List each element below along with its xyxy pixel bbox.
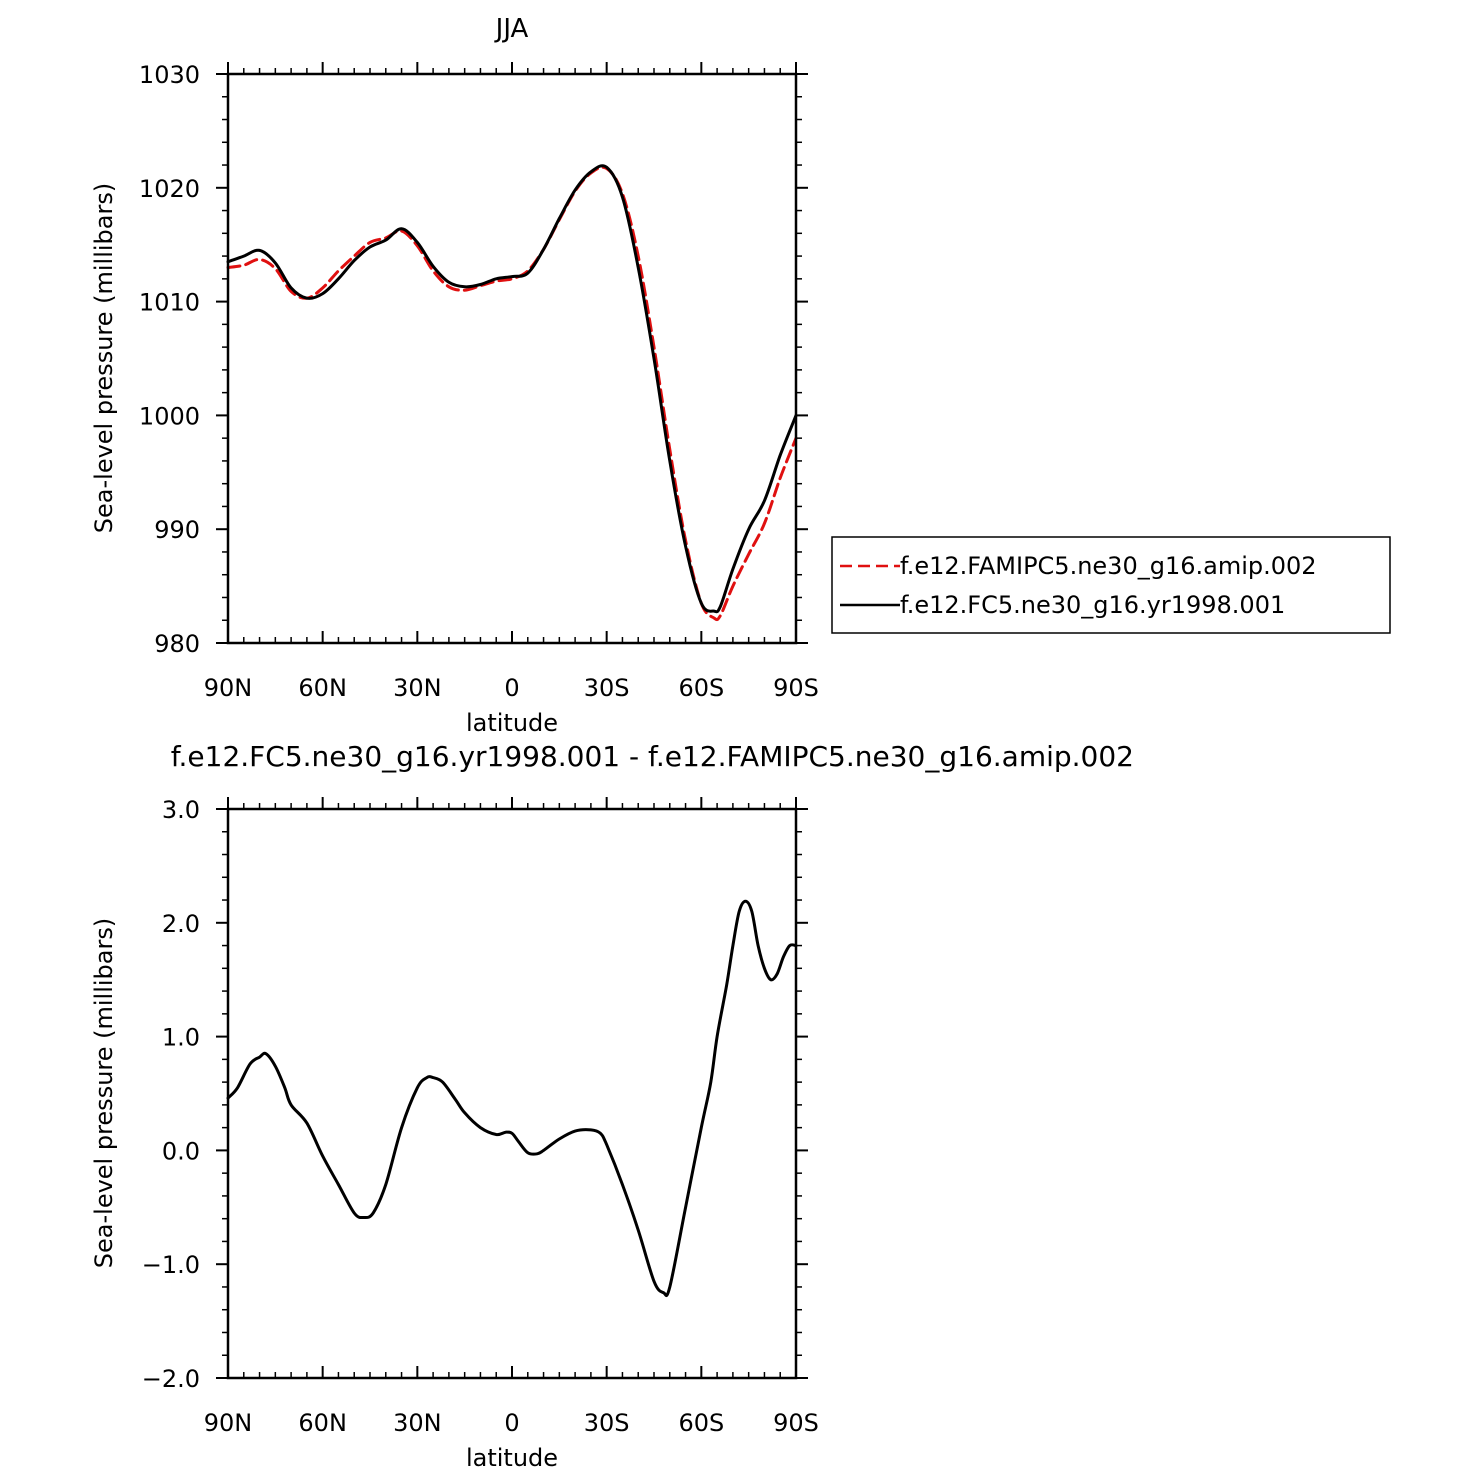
top-y-tick-label: 1030 <box>139 61 200 89</box>
top-y-tick-labels: 980 990 1000 1010 1020 1030 <box>139 61 200 658</box>
bottom-x-axis-label: latitude <box>466 1444 558 1472</box>
top-series-line-1 <box>226 164 798 614</box>
bottom-y-tick-label: 1.0 <box>162 1024 200 1052</box>
top-axis-ticks <box>216 62 808 644</box>
top-series-group <box>226 164 798 622</box>
top-x-tick-label: 90S <box>773 674 819 702</box>
bottom-x-tick-labels: 90N 60N 30N 0 30S 60S 90S <box>204 1409 819 1437</box>
top-x-axis-label: latitude <box>466 709 558 737</box>
top-panel: JJA 90N 60N 30N 0 30S 60S 90S 980 990 1000 1010 10… <box>90 14 1391 737</box>
bottom-y-axis-label: Sea-level pressure (millibars) <box>90 918 118 1268</box>
top-y-tick-label: 980 <box>154 630 200 658</box>
top-y-tick-label: 1010 <box>139 289 200 317</box>
bottom-y-tick-label: 3.0 <box>162 796 200 824</box>
top-y-tick-label: 1020 <box>139 175 200 203</box>
bottom-x-tick-label: 90S <box>773 1409 819 1437</box>
top-y-tick-label: 1000 <box>139 402 200 430</box>
bottom-x-tick-label: 90N <box>204 1409 253 1437</box>
bottom-chart-title: f.e12.FC5.ne30_g16.yr1998.001 - f.e12.FA… <box>171 740 1134 773</box>
legend-label: f.e12.FAMIPC5.ne30_g16.amip.002 <box>900 552 1317 580</box>
bottom-series-line-0 <box>226 899 798 1298</box>
legend-label: f.e12.FC5.ne30_g16.yr1998.001 <box>900 591 1285 619</box>
top-x-tick-label: 60S <box>678 674 724 702</box>
top-x-tick-label: 30S <box>584 674 630 702</box>
bottom-y-tick-label: −1.0 <box>142 1251 200 1279</box>
bottom-y-tick-labels: −2.0 −1.0 0.0 1.0 2.0 3.0 <box>142 796 200 1393</box>
bottom-x-tick-label: 0 <box>504 1409 519 1437</box>
legend: f.e12.FAMIPC5.ne30_g16.amip.002 f.e12.FC… <box>831 536 1391 634</box>
bottom-x-tick-label: 60S <box>678 1409 724 1437</box>
bottom-y-tick-label: −2.0 <box>142 1365 200 1393</box>
top-x-tick-label: 60N <box>298 674 347 702</box>
legend-box <box>831 536 1391 634</box>
top-series-line-0 <box>226 165 798 622</box>
bottom-panel: f.e12.FC5.ne30_g16.yr1998.001 - f.e12.FA… <box>90 740 1134 1472</box>
bottom-x-tick-label: 30N <box>393 1409 442 1437</box>
top-x-tick-labels: 90N 60N 30N 0 30S 60S 90S <box>204 674 819 702</box>
bottom-series-group <box>226 899 798 1298</box>
top-y-tick-label: 990 <box>154 516 200 544</box>
bottom-axis-ticks <box>216 797 808 1379</box>
bottom-x-tick-label: 60N <box>298 1409 347 1437</box>
bottom-x-tick-label: 30S <box>584 1409 630 1437</box>
top-x-tick-label: 30N <box>393 674 442 702</box>
top-chart-title: JJA <box>494 14 529 44</box>
top-x-tick-label: 90N <box>204 674 253 702</box>
bottom-y-tick-label: 2.0 <box>162 910 200 938</box>
bottom-y-tick-label: 0.0 <box>162 1137 200 1165</box>
top-x-tick-label: 0 <box>504 674 519 702</box>
top-y-axis-label: Sea-level pressure (millibars) <box>90 183 118 533</box>
